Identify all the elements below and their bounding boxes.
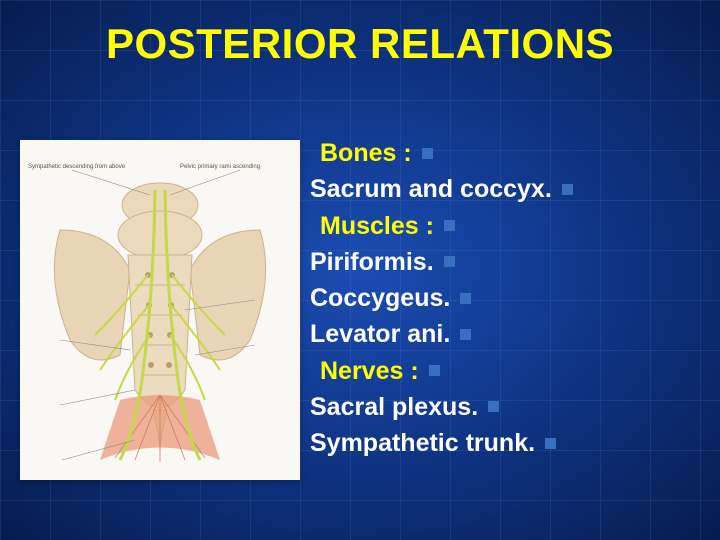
item-sympathetic-trunk: Sympathetic trunk. — [310, 425, 700, 461]
item-piriformis: Piriformis. — [310, 244, 700, 280]
bullet-icon — [429, 365, 440, 376]
bullet-icon — [422, 148, 433, 159]
heading-bones: Bones : — [310, 135, 700, 171]
heading-muscles: Muscles : — [310, 208, 700, 244]
bullet-icon — [444, 220, 455, 231]
slide-title: POSTERIOR RELATIONS — [0, 20, 720, 68]
bullet-icon — [444, 256, 455, 267]
bullet-icon — [545, 438, 556, 449]
heading-nerves: Nerves : — [310, 353, 700, 389]
content-list: Bones : Sacrum and coccyx. Muscles : Pir… — [310, 135, 700, 461]
svg-text:Sympathetic descending from ab: Sympathetic descending from above — [28, 164, 126, 170]
item-sacrum-coccyx: Sacrum and coccyx. — [310, 171, 700, 207]
item-coccygeus: Coccygeus. — [310, 280, 700, 316]
bullet-icon — [460, 329, 471, 340]
bullet-icon — [488, 401, 499, 412]
svg-text:Pelvic primary rami ascending: Pelvic primary rami ascending — [180, 164, 260, 170]
item-sacral-plexus: Sacral plexus. — [310, 389, 700, 425]
anatomy-illustration: Sympathetic descending from above Pelvic… — [20, 140, 300, 480]
bullet-icon — [460, 293, 471, 304]
item-levator-ani: Levator ani. — [310, 316, 700, 352]
bullet-icon — [562, 184, 573, 195]
